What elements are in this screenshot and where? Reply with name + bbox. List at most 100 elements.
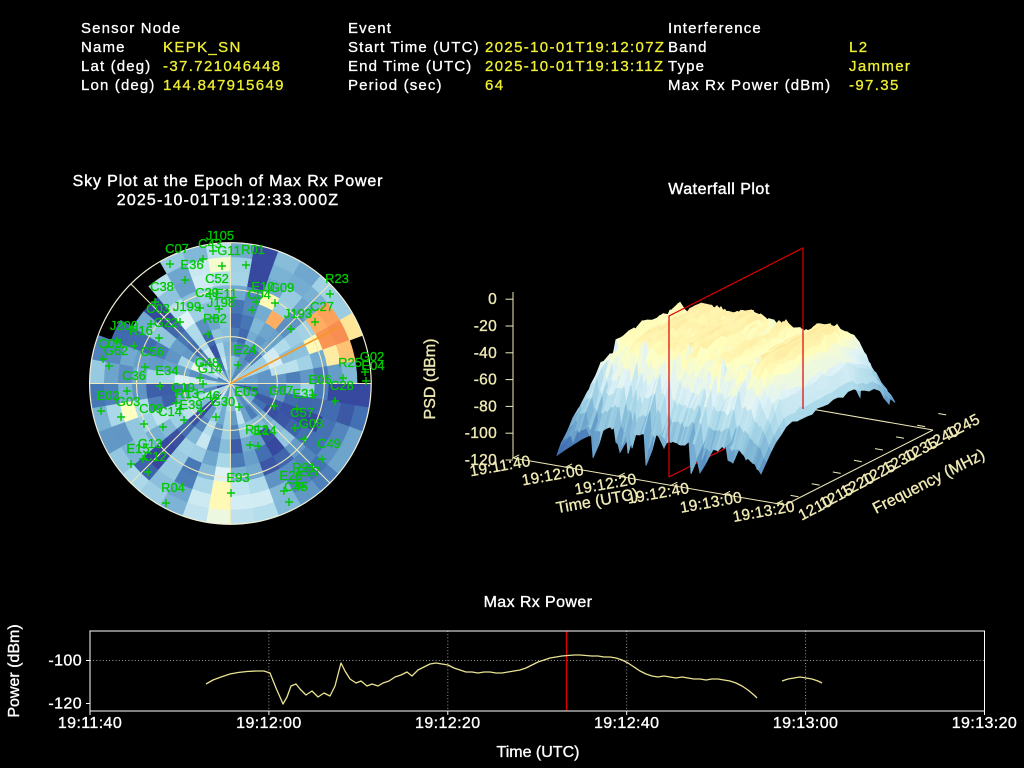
- svg-text:G48: G48: [195, 355, 220, 370]
- svg-text:2025-10-01T19:12:07Z: 2025-10-01T19:12:07Z: [485, 39, 665, 56]
- svg-text:19:12:00: 19:12:00: [236, 715, 301, 732]
- svg-text:E05: E05: [234, 384, 257, 399]
- svg-text:E36: E36: [180, 257, 203, 272]
- svg-text:Power (dBm): Power (dBm): [6, 624, 23, 717]
- svg-text:End Time (UTC): End Time (UTC): [348, 58, 472, 75]
- svg-text:Period (sec): Period (sec): [348, 77, 443, 94]
- svg-text:C36: C36: [122, 368, 146, 383]
- svg-text:Lat (deg): Lat (deg): [81, 58, 151, 75]
- svg-text:C57: C57: [290, 405, 314, 420]
- svg-text:E15: E15: [126, 441, 149, 456]
- svg-text:C19: C19: [171, 380, 195, 395]
- svg-text:J198: J198: [207, 295, 235, 310]
- svg-text:C28: C28: [330, 378, 354, 393]
- svg-text:C56: C56: [140, 344, 164, 359]
- svg-text:Type: Type: [668, 58, 705, 75]
- svg-text:R12: R12: [245, 422, 269, 437]
- svg-text:Band: Band: [668, 39, 708, 56]
- svg-text:R04: R04: [161, 480, 185, 495]
- svg-text:Waterfall Plot: Waterfall Plot: [668, 181, 770, 198]
- svg-text:R23: R23: [325, 271, 349, 286]
- svg-text:C03: C03: [146, 301, 170, 316]
- svg-text:E24: E24: [233, 342, 256, 357]
- svg-text:-120: -120: [48, 696, 82, 713]
- svg-text:G22: G22: [154, 315, 179, 330]
- svg-text:J105: J105: [206, 228, 234, 243]
- svg-text:Max Rx Power (dBm): Max Rx Power (dBm): [668, 77, 831, 94]
- svg-text:G02: G02: [360, 349, 385, 364]
- svg-text:Event: Event: [348, 20, 392, 37]
- svg-text:-100: -100: [465, 425, 497, 442]
- svg-text:C38: C38: [150, 279, 174, 294]
- svg-text:19:12:40: 19:12:40: [594, 715, 659, 732]
- svg-text:R13: R13: [175, 386, 199, 401]
- svg-text:Time (UTC): Time (UTC): [497, 744, 580, 761]
- svg-text:-80: -80: [474, 398, 497, 415]
- svg-text:J193: J193: [284, 306, 312, 321]
- svg-text:C07: C07: [165, 241, 189, 256]
- svg-text:R25: R25: [338, 355, 362, 370]
- svg-text:G09: G09: [270, 280, 295, 295]
- svg-text:E31: E31: [292, 386, 315, 401]
- svg-text:2025-10-01T19:12:33.000Z: 2025-10-01T19:12:33.000Z: [117, 192, 339, 209]
- svg-text:E27: E27: [297, 464, 320, 479]
- svg-text:E04: E04: [361, 358, 384, 373]
- svg-text:Jammer: Jammer: [849, 58, 911, 75]
- svg-text:E20: E20: [279, 468, 302, 483]
- svg-text:R21: R21: [292, 460, 316, 475]
- svg-text:PSD (dBm): PSD (dBm): [422, 339, 439, 420]
- svg-text:G30: G30: [211, 394, 236, 409]
- svg-text:C43: C43: [198, 236, 222, 251]
- svg-text:-97.35: -97.35: [849, 77, 900, 94]
- svg-text:C12: C12: [143, 449, 167, 464]
- svg-text:-120: -120: [465, 452, 497, 469]
- svg-text:E10: E10: [251, 279, 274, 294]
- svg-text:C52: C52: [205, 271, 229, 286]
- svg-text:E11: E11: [215, 286, 237, 301]
- svg-text:G08: G08: [299, 416, 324, 431]
- svg-text:E39: E39: [179, 397, 202, 412]
- svg-text:Interference: Interference: [668, 20, 762, 37]
- svg-text:Sky Plot at the Epoch of Max R: Sky Plot at the Epoch of Max Rx Power: [73, 173, 384, 190]
- svg-text:19:12:20: 19:12:20: [415, 715, 480, 732]
- svg-text:G13: G13: [138, 436, 163, 451]
- svg-text:C49: C49: [317, 436, 341, 451]
- svg-text:R16: R16: [129, 323, 153, 338]
- svg-text:J200: J200: [110, 318, 138, 333]
- svg-text:Lon (deg): Lon (deg): [81, 77, 156, 94]
- svg-text:G62: G62: [104, 343, 129, 358]
- svg-text:C04: C04: [247, 287, 271, 302]
- svg-text:E14: E14: [253, 423, 276, 438]
- svg-text:C14: C14: [158, 404, 182, 419]
- svg-text:G11: G11: [217, 243, 241, 258]
- svg-text:19:13:20: 19:13:20: [952, 715, 1017, 732]
- svg-text:144.847915649: 144.847915649: [163, 77, 285, 94]
- svg-text:KEPK_SN: KEPK_SN: [163, 39, 242, 56]
- svg-text:19:11:40: 19:11:40: [58, 715, 122, 732]
- svg-text:E02: E02: [96, 388, 119, 403]
- svg-text:C46: C46: [196, 388, 220, 403]
- svg-text:64: 64: [485, 77, 504, 94]
- svg-text:L2: L2: [849, 39, 868, 56]
- svg-text:C05: C05: [98, 336, 122, 351]
- svg-text:-100: -100: [48, 653, 82, 670]
- svg-text:G07: G07: [269, 383, 294, 398]
- svg-text:R02: R02: [203, 311, 227, 326]
- svg-text:-37.721046448: -37.721046448: [163, 58, 281, 75]
- svg-text:C29: C29: [195, 285, 219, 300]
- svg-text:E93: E93: [226, 470, 249, 485]
- svg-text:-40: -40: [474, 345, 497, 362]
- svg-text:G14: G14: [198, 361, 223, 376]
- svg-text:-60: -60: [474, 372, 497, 389]
- svg-text:19:13:00: 19:13:00: [773, 715, 838, 732]
- svg-text:Max Rx Power: Max Rx Power: [484, 594, 593, 611]
- svg-text:Name: Name: [81, 39, 126, 56]
- svg-text:E34: E34: [155, 363, 178, 378]
- svg-text:C09: C09: [139, 401, 163, 416]
- svg-text:J199: J199: [173, 299, 201, 314]
- svg-text:Sensor Node: Sensor Node: [81, 20, 181, 37]
- svg-text:0: 0: [488, 291, 497, 308]
- svg-text:G03: G03: [116, 394, 141, 409]
- svg-text:2025-10-01T19:13:11Z: 2025-10-01T19:13:11Z: [485, 58, 664, 75]
- svg-text:R01: R01: [241, 242, 265, 257]
